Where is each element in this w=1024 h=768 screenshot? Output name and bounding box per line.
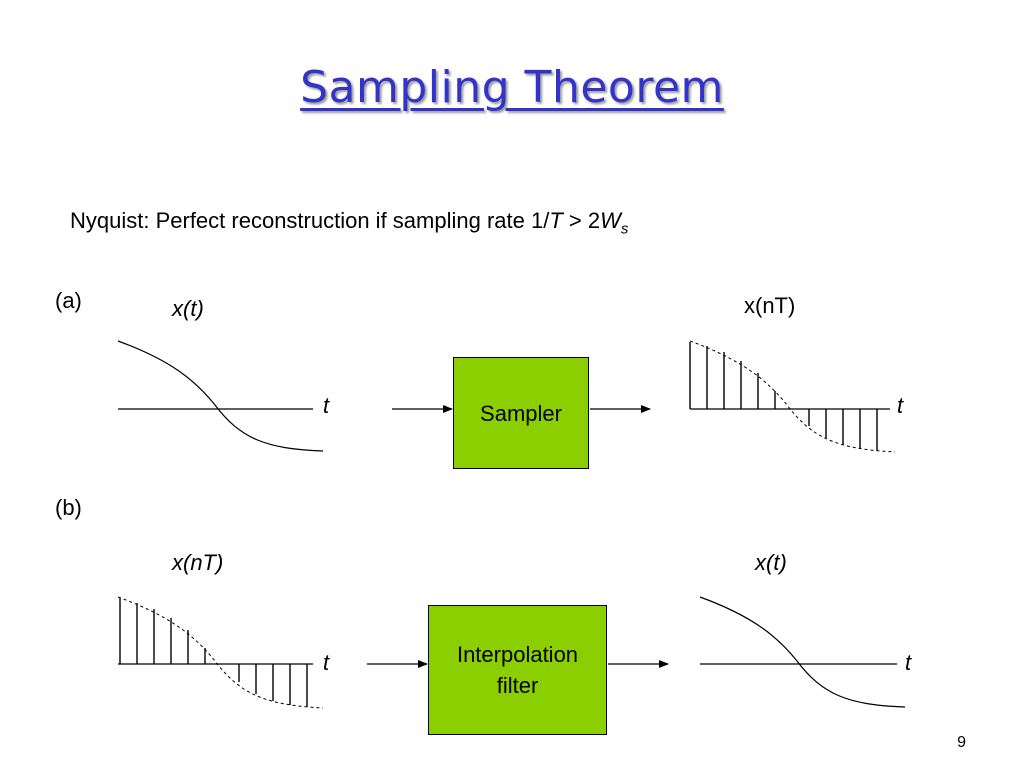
- nyquist-gt: > 2: [562, 208, 601, 233]
- part-b-output-axis-label: t: [905, 650, 912, 675]
- sampler-block: Sampler: [453, 357, 589, 469]
- part-a-output-envelope: [689, 340, 896, 453]
- nyquist-T: T: [549, 208, 563, 233]
- part-a-output-label: x(nT): [744, 293, 796, 318]
- part-a-label: (a): [55, 288, 82, 313]
- part-b-input-samples: [119, 598, 308, 707]
- nyquist-statement: Nyquist: Perfect reconstruction if sampl…: [70, 208, 628, 237]
- nyquist-W: W: [600, 208, 621, 233]
- part-b-output-waveform: [699, 596, 906, 708]
- part-b-input-envelope: [117, 596, 324, 709]
- part-b-input-axis-label: t: [323, 650, 330, 675]
- part-a-output-axis-label: t: [897, 393, 904, 418]
- part-a-input-label: x(t): [172, 296, 204, 321]
- part-a-input-waveform: [117, 340, 324, 452]
- part-a-input-axis-label: t: [323, 393, 330, 418]
- nyquist-subscript: s: [620, 220, 629, 238]
- interpolation-filter-block: Interpolation filter: [428, 605, 607, 735]
- interpolation-filter-line1: Interpolation: [456, 642, 579, 667]
- page-number: 9: [957, 734, 966, 751]
- part-b-output-label: x(t): [755, 550, 787, 575]
- part-b-input-label: x(nT): [172, 550, 224, 575]
- nyquist-prefix: Nyquist: Perfect reconstruction if sampl…: [70, 208, 550, 233]
- part-a-output-samples: [689, 342, 878, 451]
- slide-title: Sampling Theorem: [300, 62, 724, 113]
- interpolation-filter-line2: filter: [496, 673, 539, 698]
- sampler-block-label: Sampler: [480, 400, 562, 426]
- part-b-label: (b): [55, 495, 82, 520]
